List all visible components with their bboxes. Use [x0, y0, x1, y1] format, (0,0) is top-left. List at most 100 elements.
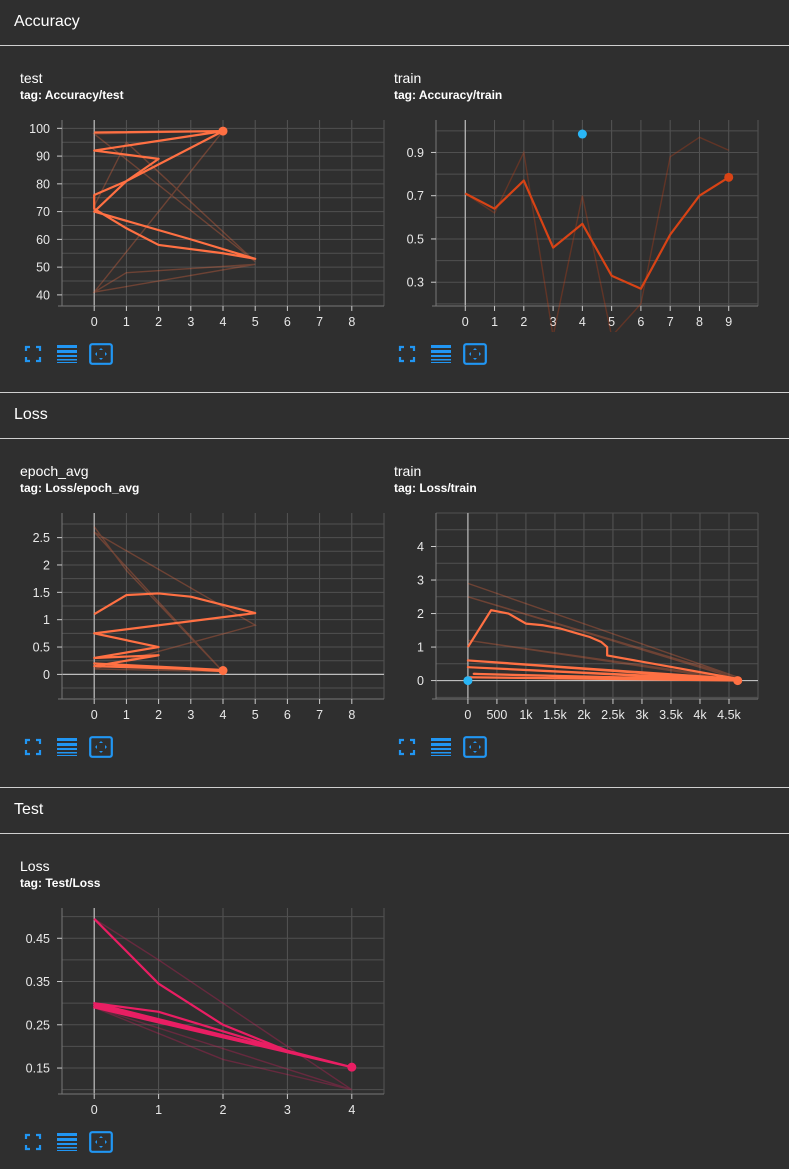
fullscreen-icon — [398, 345, 416, 363]
y-tick-label: 0.7 — [407, 189, 424, 203]
raw-series-line — [93, 526, 258, 673]
card-tag: tag: Accuracy/train — [394, 88, 503, 102]
card-title: epoch_avg — [20, 463, 89, 479]
x-tick-label: 5 — [608, 315, 615, 329]
card-tag: tag: Loss/epoch_avg — [20, 481, 140, 495]
y-tick-label: 50 — [36, 261, 50, 275]
highlight-point — [577, 129, 587, 139]
x-tick-label: 5 — [252, 708, 259, 722]
x-tick-label: 2 — [155, 315, 162, 329]
log-scale-button[interactable] — [428, 341, 454, 367]
chart-actions — [20, 1129, 122, 1155]
y-tick-label: 80 — [36, 177, 50, 191]
y-tick-label: 0.35 — [26, 975, 50, 989]
fit-domain-button[interactable] — [88, 341, 114, 367]
log-scale-icon — [430, 344, 452, 364]
x-tick-label: 500 — [486, 708, 507, 722]
chart-loss-train[interactable]: 0 500 1k 1.5k 2k 2.5k 3k 3.5k 4k 4.5k 0 1 2 3 4 — [394, 503, 764, 725]
x-tick-label: 7 — [316, 315, 323, 329]
section-divider — [0, 392, 789, 393]
x-tick-label: 8 — [348, 708, 355, 722]
x-tick-label: 2.5k — [601, 708, 625, 722]
x-tick-label: 7 — [667, 315, 674, 329]
last-point-marker — [347, 1062, 357, 1072]
y-tick-label: 40 — [36, 288, 50, 302]
x-tick-label: 4 — [220, 315, 227, 329]
x-tick-label: 1 — [123, 708, 130, 722]
chart-actions — [20, 734, 122, 760]
chart-actions — [394, 734, 496, 760]
x-tick-label: 4 — [348, 1103, 355, 1117]
x-tick-label: 3k — [635, 708, 649, 722]
raw-series-line — [467, 582, 738, 682]
fit-domain-icon — [89, 343, 113, 365]
fullscreen-icon — [24, 738, 42, 756]
smoothed-series-line — [464, 176, 730, 290]
x-tick-label: 2 — [220, 1103, 227, 1117]
smoothed-series-line — [466, 609, 739, 682]
y-tick-label: 0.25 — [26, 1018, 50, 1032]
log-scale-button[interactable] — [54, 734, 80, 760]
log-scale-icon — [56, 737, 78, 757]
section-title: Test — [14, 801, 44, 818]
x-tick-label: 0 — [91, 708, 98, 722]
fullscreen-icon — [398, 738, 416, 756]
x-tick-label: 9 — [725, 315, 732, 329]
log-scale-icon — [56, 1132, 78, 1152]
y-tick-label: 0.3 — [407, 276, 424, 290]
fullscreen-button[interactable] — [20, 1129, 46, 1155]
y-tick-label: 2.5 — [33, 531, 50, 545]
x-tick-label: 0 — [91, 315, 98, 329]
fit-domain-icon — [89, 1131, 113, 1153]
smoothed-series-line — [93, 592, 257, 673]
x-tick-label: 3 — [284, 1103, 291, 1117]
chart-test-loss[interactable]: 0 1 2 3 4 0.15 0.25 0.35 0.45 — [20, 898, 390, 1120]
x-tick-label: 1k — [519, 708, 533, 722]
x-tick-label: 2 — [520, 315, 527, 329]
x-tick-label: 7 — [316, 708, 323, 722]
log-scale-icon — [430, 737, 452, 757]
fullscreen-button[interactable] — [394, 341, 420, 367]
chart-accuracy-train[interactable]: 0 1 2 3 4 5 6 7 8 9 0.3 0.5 0.7 0.9 — [394, 110, 764, 332]
x-tick-label: 0 — [464, 708, 471, 722]
card-tag: tag: Loss/train — [394, 481, 477, 495]
x-tick-label: 6 — [637, 315, 644, 329]
fullscreen-button[interactable] — [20, 341, 46, 367]
last-point-marker — [218, 126, 228, 136]
fit-domain-button[interactable] — [88, 1129, 114, 1155]
log-scale-button[interactable] — [54, 1129, 80, 1155]
y-tick-label: 2 — [417, 607, 424, 621]
y-tick-label: 3 — [417, 574, 424, 588]
y-tick-label: 0.9 — [407, 146, 424, 160]
fullscreen-button[interactable] — [20, 734, 46, 760]
x-tick-label: 1.5k — [543, 708, 567, 722]
x-tick-label: 1 — [155, 1103, 162, 1117]
section-header-accuracy[interactable]: Accuracy — [0, 0, 789, 46]
highlight-point — [463, 676, 473, 686]
card-title: test — [20, 70, 43, 86]
fit-domain-button[interactable] — [88, 734, 114, 760]
x-tick-label: 5 — [252, 315, 259, 329]
section-header-test[interactable]: Test — [0, 788, 789, 834]
y-tick-label: 1.5 — [33, 586, 50, 600]
card-title: train — [394, 70, 422, 86]
x-tick-label: 1 — [123, 315, 130, 329]
fit-domain-button[interactable] — [462, 341, 488, 367]
log-scale-button[interactable] — [428, 734, 454, 760]
card-tag: tag: Test/Loss — [20, 876, 101, 890]
chart-accuracy-test[interactable]: 0 1 2 3 4 5 6 7 8 40 50 60 70 80 90 100 — [20, 110, 390, 332]
fit-domain-icon — [463, 343, 487, 365]
card-tag: tag: Accuracy/test — [20, 88, 124, 102]
section-header-loss[interactable]: Loss — [0, 393, 789, 439]
log-scale-button[interactable] — [54, 341, 80, 367]
section-title: Loss — [14, 406, 48, 423]
chart-actions — [394, 341, 496, 367]
x-tick-label: 4 — [220, 708, 227, 722]
fullscreen-button[interactable] — [394, 734, 420, 760]
y-tick-label: 0 — [417, 674, 424, 688]
fullscreen-icon — [24, 1133, 42, 1151]
chart-loss-epoch-avg[interactable]: 0 1 2 3 4 5 6 7 8 0 0.5 1 1.5 2 2.5 — [20, 503, 390, 725]
section-divider — [0, 787, 789, 788]
fit-domain-button[interactable] — [462, 734, 488, 760]
last-point-marker — [733, 676, 743, 686]
